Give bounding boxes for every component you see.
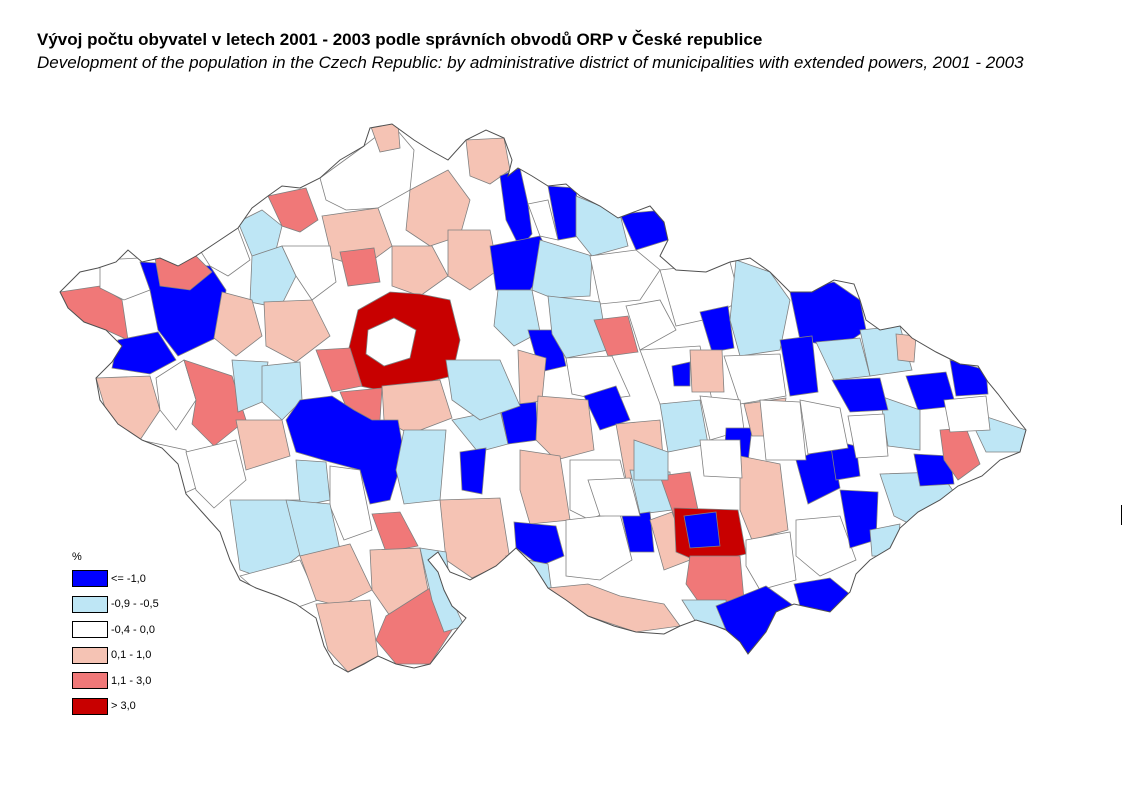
legend-item: -0,4 - 0,0 <box>72 617 159 643</box>
legend-label: 1,1 - 3,0 <box>111 674 152 687</box>
legend-swatch <box>72 595 108 613</box>
legend-unit: % <box>72 551 82 563</box>
map-title: Vývoj počtu obyvatel v letech 2001 - 200… <box>37 30 763 49</box>
legend-item: > 3,0 <box>72 694 159 720</box>
legend-item: 1,1 - 3,0 <box>72 668 159 694</box>
map-legend: % <= -1,0 -0,9 - -0,5 -0,4 - 0,0 0,1 - 1,0 1… <box>72 548 159 719</box>
legend-swatch <box>72 646 108 664</box>
legend-label: > 3,0 <box>111 700 136 713</box>
legend-label: -0,9 - -0,5 <box>111 598 159 611</box>
legend-swatch <box>72 570 108 588</box>
legend-item: <= -1,0 <box>72 566 159 592</box>
legend-item: -0,9 - -0,5 <box>72 592 159 618</box>
text-cursor <box>1121 505 1122 525</box>
legend-swatch <box>72 672 108 690</box>
legend-label: -0,4 - 0,0 <box>111 623 156 636</box>
legend-swatch <box>72 697 108 715</box>
legend-label: <= -1,0 <box>111 572 146 585</box>
legend-items: <= -1,0 -0,9 - -0,5 -0,4 - 0,0 0,1 - 1,0 1,1… <box>72 566 159 719</box>
map-subtitle: Development of the population in the Cze… <box>37 53 1024 72</box>
legend-label: 0,1 - 1,0 <box>111 649 152 662</box>
legend-item: 0,1 - 1,0 <box>72 643 159 669</box>
legend-swatch <box>72 621 108 639</box>
country-outline <box>59 123 1027 673</box>
